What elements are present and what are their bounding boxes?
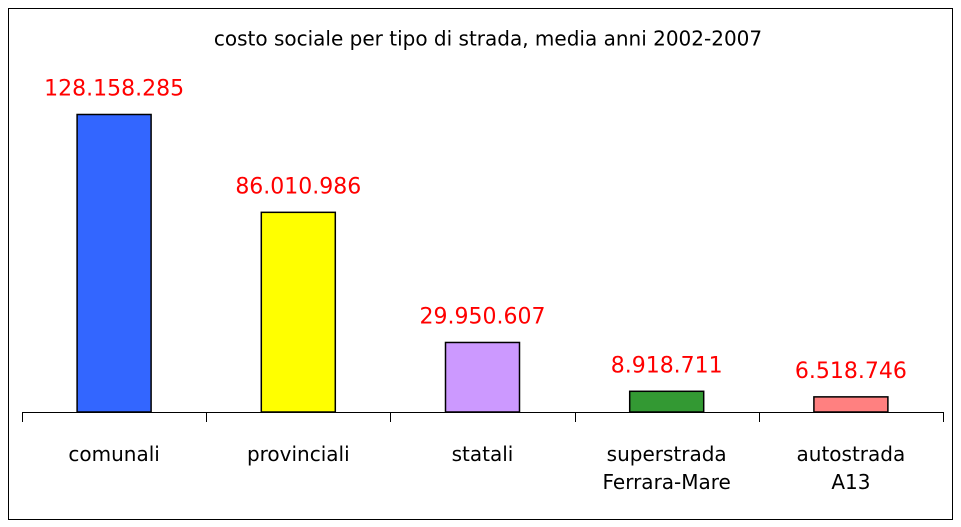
value-label: 86.010.986 (235, 174, 361, 199)
bar (628, 390, 705, 413)
bar (444, 341, 521, 413)
bar (813, 396, 889, 413)
value-label: 128.158.285 (44, 76, 184, 101)
x-tick-label: autostrada A13 (796, 442, 906, 494)
bar (76, 113, 152, 413)
x-tick-label: comunali (68, 442, 160, 466)
chart-border (8, 8, 953, 520)
chart-title: costo sociale per tipo di strada, media … (214, 27, 762, 51)
value-label: 8.918.711 (611, 353, 723, 378)
x-tick-label: superstrada Ferrara-Mare (602, 442, 731, 494)
value-label: 29.950.607 (420, 304, 546, 329)
x-tick-label: provinciali (246, 442, 350, 466)
x-tick-label: statali (451, 442, 514, 466)
bar (260, 211, 337, 413)
value-label: 6.518.746 (795, 359, 907, 384)
